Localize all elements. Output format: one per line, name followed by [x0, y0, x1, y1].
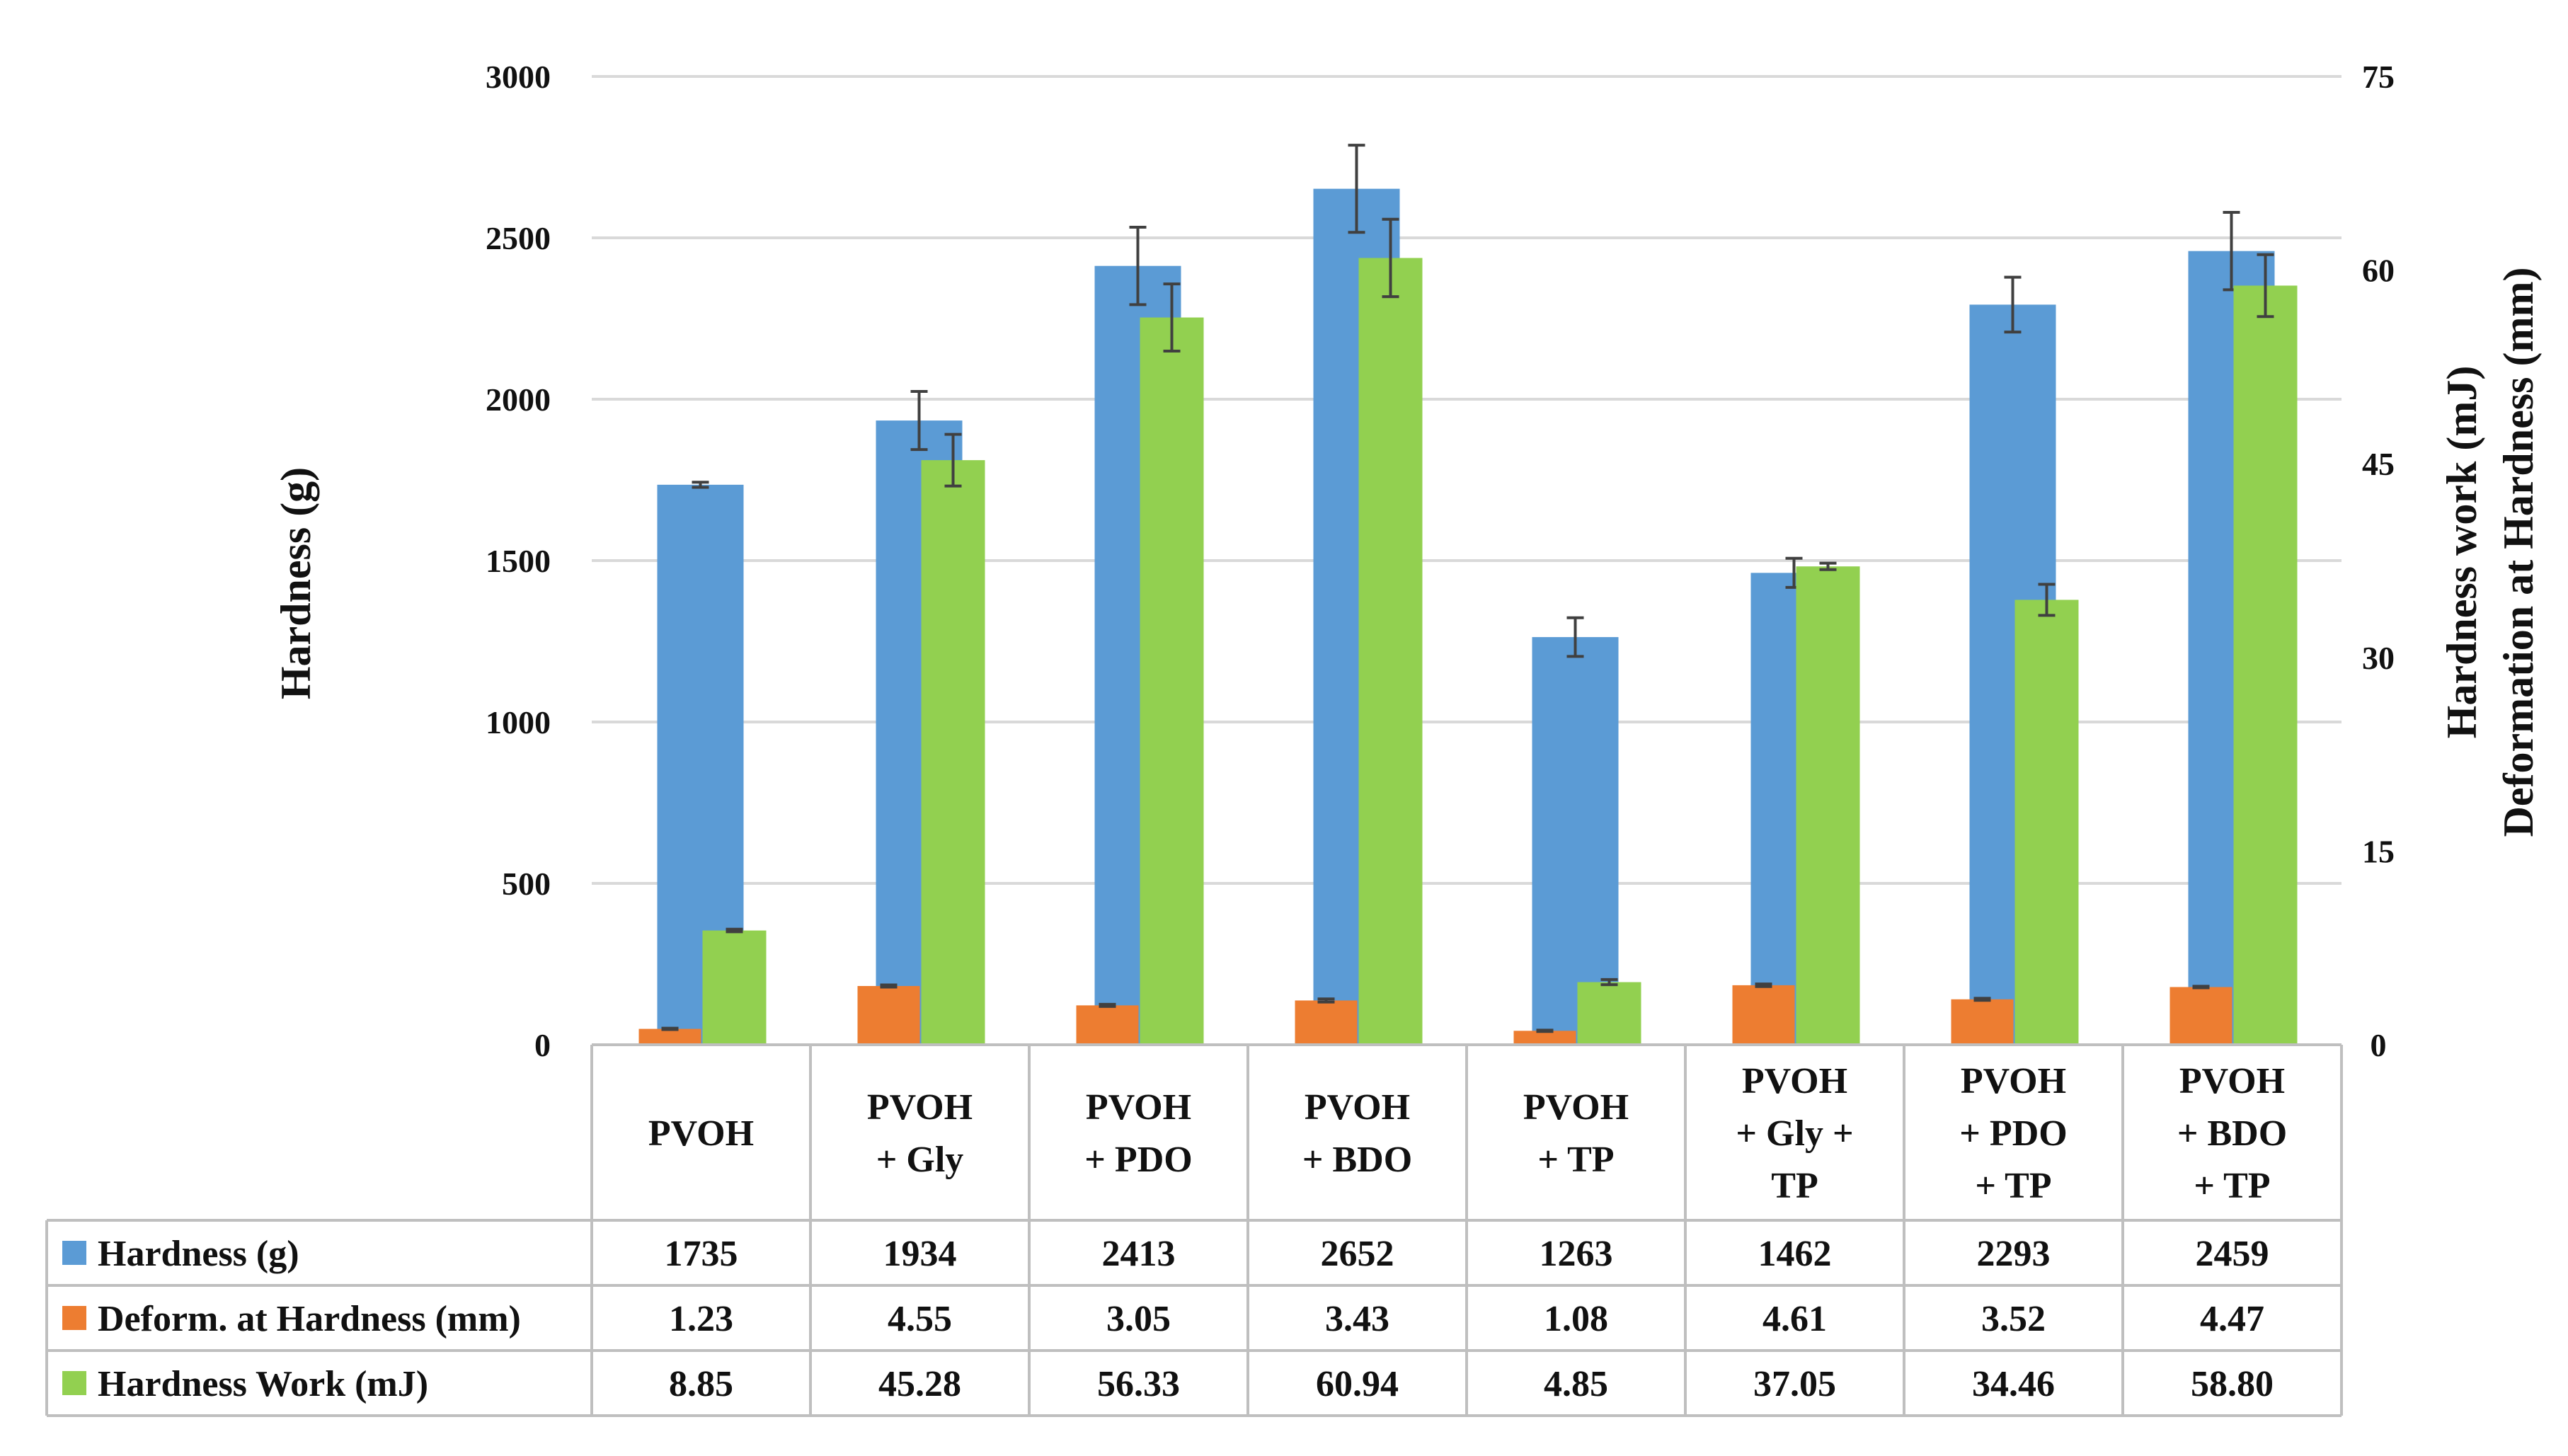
bar-deformation [1513, 1031, 1576, 1045]
table-cell: 1.23 [669, 1299, 733, 1339]
table-cell: 4.47 [2200, 1299, 2264, 1339]
left-tick-label: 2500 [486, 220, 551, 256]
table-cell: 37.05 [1753, 1364, 1836, 1404]
table-cell: 2652 [1321, 1234, 1394, 1274]
category-label: PVOH [1961, 1061, 2066, 1101]
bar-deformation [2169, 987, 2232, 1045]
table-cell: 4.61 [1762, 1299, 1827, 1339]
bar-hardness-work [1796, 566, 1860, 1045]
bar-hardness [1532, 637, 1619, 1045]
legend-swatch [62, 1371, 86, 1395]
category-label: PVOH [648, 1113, 754, 1154]
right-tick-label: 30 [2362, 640, 2395, 676]
legend-label: Deform. at Hardness (mm) [98, 1299, 521, 1339]
right-tick-label: 0 [2371, 1027, 2387, 1063]
left-tick-label: 2000 [486, 382, 551, 418]
right-tick-label: 15 [2362, 833, 2395, 869]
left-tick-label: 0 [534, 1027, 551, 1063]
category-label: + BDO [1302, 1140, 1412, 1180]
category-label: + TP [1975, 1166, 2051, 1206]
category-label: + Gly [876, 1140, 964, 1180]
table-cell: 8.85 [669, 1364, 733, 1404]
bar-hardness-work [1358, 258, 1423, 1045]
category-label: + PDO [1959, 1113, 2067, 1154]
bar-deformation [1732, 985, 1795, 1045]
table-cell: 45.28 [878, 1364, 961, 1404]
category-label: PVOH [1742, 1061, 1847, 1101]
category-label: + BDO [2177, 1113, 2287, 1154]
bar-deformation [1951, 999, 2014, 1045]
bar-deformation [1295, 1000, 1358, 1045]
table-cell: 2293 [1977, 1234, 2051, 1274]
table-cell: 4.85 [1544, 1364, 1608, 1404]
bar-hardness-work [702, 930, 767, 1045]
category-label: + Gly + [1736, 1113, 1853, 1154]
bar-hardness-work [2014, 600, 2079, 1045]
table-cell: 56.33 [1097, 1364, 1180, 1404]
table-cell: 2459 [2196, 1234, 2269, 1274]
legend-swatch [62, 1306, 86, 1330]
category-label: PVOH [2179, 1061, 2285, 1101]
bar-deformation [1076, 1005, 1139, 1045]
table-cell: 2413 [1102, 1234, 1176, 1274]
table-cell: 1462 [1758, 1234, 1832, 1274]
table-cell: 4.55 [888, 1299, 952, 1339]
category-label: + PDO [1084, 1140, 1192, 1180]
legend-swatch [62, 1241, 86, 1265]
table-cell: 34.46 [1972, 1364, 2055, 1404]
table-cell: 3.52 [1981, 1299, 2046, 1339]
table-cell: 3.05 [1106, 1299, 1171, 1339]
category-label: PVOH [1523, 1087, 1629, 1128]
table-cell: 1934 [883, 1234, 957, 1274]
bar-hardness-work [921, 460, 985, 1045]
right-tick-label: 45 [2362, 446, 2395, 482]
table-cell: 3.43 [1325, 1299, 1389, 1339]
category-label: PVOH [1086, 1087, 1191, 1128]
left-axis-ticks: 0 500 1000 1500 2000 2500 3000 [486, 59, 551, 1063]
right-tick-label: 60 [2362, 253, 2395, 289]
bars [638, 144, 2298, 1045]
category-label: + TP [2194, 1166, 2270, 1206]
right-axis-title-work: Hardness work (mJ) [2438, 366, 2485, 739]
left-tick-label: 3000 [486, 59, 551, 95]
category-label: TP [1771, 1166, 1818, 1206]
right-axis-ticks: 0 15 30 45 60 75 [2362, 59, 2395, 1063]
left-tick-label: 1000 [486, 704, 551, 740]
table-cell: 1735 [665, 1234, 738, 1274]
legend-label: Hardness (g) [98, 1234, 299, 1274]
bar-deformation [638, 1028, 701, 1045]
left-tick-label: 500 [502, 866, 551, 902]
category-label: PVOH [1305, 1087, 1410, 1128]
gridlines [592, 75, 2341, 885]
left-tick-label: 1500 [486, 543, 551, 579]
table-cell: 1263 [1540, 1234, 1613, 1274]
right-axis-title-deformation: Deformation at Hardness (mm) [2495, 268, 2542, 837]
legend-label: Hardness Work (mJ) [98, 1364, 428, 1404]
bar-deformation [857, 986, 920, 1045]
category-label: PVOH [867, 1087, 973, 1128]
bar-hardness-work [1140, 317, 1204, 1045]
right-tick-label: 75 [2362, 59, 2395, 95]
left-axis-title: Hardness (g) [273, 467, 319, 699]
data-table: PVOH PVOH + Gly PVOH + PDO PVOH + BDO PVOH + TP P… [45, 1043, 2343, 1417]
bar-hardness-work [2233, 285, 2298, 1045]
table-cell: 60.94 [1316, 1364, 1399, 1404]
category-label: + TP [1537, 1140, 1614, 1180]
table-cell: 58.80 [2191, 1364, 2274, 1404]
bar-hardness-work [1577, 982, 1641, 1045]
table-cell: 1.08 [1544, 1299, 1608, 1339]
